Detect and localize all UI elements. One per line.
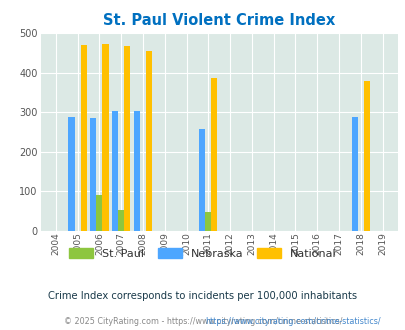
- Bar: [134, 111, 140, 231]
- Text: © 2025 CityRating.com - https://www.cityrating.com/crime-statistics/: © 2025 CityRating.com - https://www.city…: [64, 317, 341, 326]
- Legend: St. Paul, Nebraska, National: St. Paul, Nebraska, National: [64, 244, 341, 263]
- Bar: [205, 213, 211, 231]
- Bar: [96, 195, 102, 231]
- Bar: [363, 81, 369, 231]
- Bar: [90, 118, 96, 231]
- Bar: [112, 111, 118, 231]
- Bar: [68, 116, 75, 231]
- Bar: [81, 45, 87, 231]
- Text: https://www.cityrating.com/crime-statistics/: https://www.cityrating.com/crime-statist…: [205, 317, 380, 326]
- Bar: [118, 211, 124, 231]
- Bar: [146, 51, 152, 231]
- Bar: [351, 117, 357, 231]
- Title: St. Paul Violent Crime Index: St. Paul Violent Crime Index: [103, 13, 335, 28]
- Bar: [199, 129, 205, 231]
- Bar: [102, 44, 108, 231]
- Bar: [211, 78, 217, 231]
- Text: Crime Index corresponds to incidents per 100,000 inhabitants: Crime Index corresponds to incidents per…: [48, 291, 357, 301]
- Bar: [124, 46, 130, 231]
